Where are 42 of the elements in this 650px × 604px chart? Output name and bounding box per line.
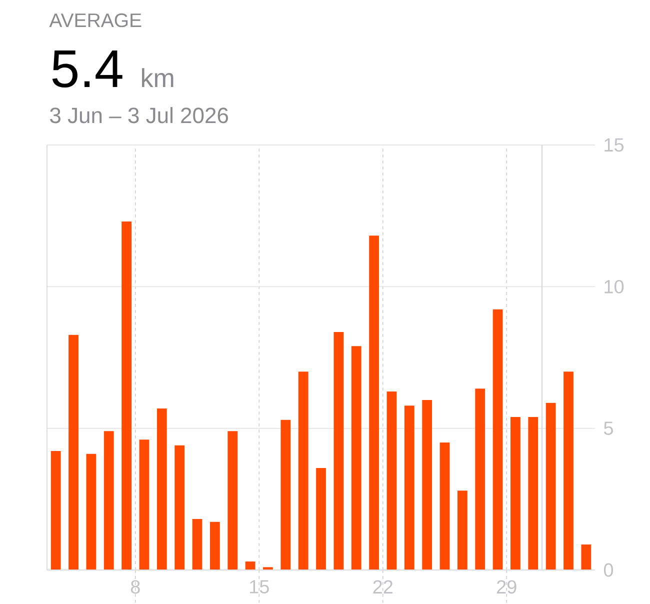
chart-subtitle: 3 Jun – 3 Jul 2026 xyxy=(50,107,228,124)
bar xyxy=(546,402,556,570)
bar xyxy=(492,309,503,570)
bar xyxy=(139,440,150,570)
y-tick-label: 5 xyxy=(604,422,613,435)
bar xyxy=(122,221,132,570)
bar xyxy=(334,332,344,570)
text: 5.4 xyxy=(52,50,122,88)
x-tick-label: 15 xyxy=(250,580,269,594)
bar xyxy=(68,334,78,570)
y-tick-label: 10 xyxy=(604,280,624,294)
bar xyxy=(528,417,538,570)
x-tick-label: 22 xyxy=(373,580,392,594)
bar xyxy=(50,451,61,570)
bar xyxy=(386,392,397,570)
bar xyxy=(457,490,468,570)
x-tick-label: 29 xyxy=(497,580,516,594)
bar xyxy=(440,442,450,570)
bar xyxy=(86,454,96,570)
bar xyxy=(316,468,326,570)
bar xyxy=(174,445,185,570)
bar xyxy=(280,420,291,570)
bar xyxy=(298,372,308,570)
text: km xyxy=(142,68,174,87)
bar xyxy=(581,544,592,570)
bar xyxy=(475,388,486,570)
y-tick-label: 0 xyxy=(604,563,614,577)
bar xyxy=(245,562,256,570)
chart-title: AVERAGE xyxy=(49,13,142,28)
bar xyxy=(404,406,414,570)
bar xyxy=(156,408,167,570)
bar xyxy=(422,400,432,570)
bar xyxy=(210,522,220,570)
bar xyxy=(510,417,520,570)
x-tick-label: 8 xyxy=(130,580,140,594)
bar xyxy=(228,431,238,570)
bar xyxy=(369,236,379,570)
bar xyxy=(104,431,114,570)
y-tick-label: 15 xyxy=(604,138,624,152)
bar xyxy=(192,519,202,570)
bar xyxy=(351,346,362,570)
bar xyxy=(564,372,574,570)
